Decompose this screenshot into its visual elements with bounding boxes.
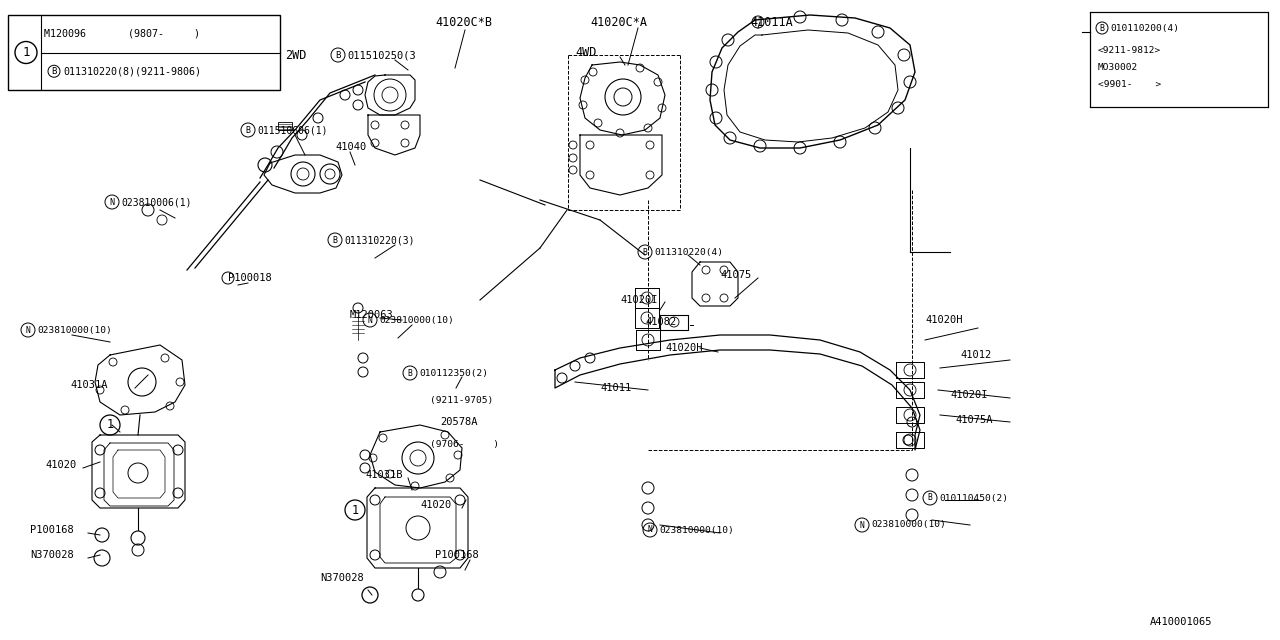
Text: 41020: 41020 xyxy=(45,460,77,470)
Text: N: N xyxy=(26,326,31,335)
Text: B: B xyxy=(333,236,338,244)
Text: <9901-    >: <9901- > xyxy=(1098,79,1161,88)
Text: 4WD: 4WD xyxy=(575,45,596,58)
Text: M120096       (9807-     ): M120096 (9807- ) xyxy=(44,29,200,39)
Text: 010112350(2): 010112350(2) xyxy=(419,369,488,378)
Text: 41020C*A: 41020C*A xyxy=(590,15,646,29)
Text: 023810006(1): 023810006(1) xyxy=(122,197,192,207)
Bar xyxy=(1091,12,1268,107)
Text: 41031A: 41031A xyxy=(70,380,108,390)
Text: 41020I: 41020I xyxy=(620,295,658,305)
Text: 011310220(8)(9211-9806): 011310220(8)(9211-9806) xyxy=(63,67,201,76)
Text: P100168: P100168 xyxy=(435,550,479,560)
Text: N: N xyxy=(110,198,114,207)
Text: N370028: N370028 xyxy=(29,550,74,560)
Text: MO30002: MO30002 xyxy=(1098,63,1138,72)
Text: 1: 1 xyxy=(106,419,114,431)
Text: N: N xyxy=(648,525,653,534)
Text: N370028: N370028 xyxy=(320,573,364,583)
Text: <9211-9812>: <9211-9812> xyxy=(1098,45,1161,54)
Text: 010110450(2): 010110450(2) xyxy=(940,493,1009,502)
Text: A410001065: A410001065 xyxy=(1149,617,1212,627)
Text: B: B xyxy=(928,493,932,502)
Text: 011510250(3: 011510250(3 xyxy=(347,50,416,60)
Text: 011310220(3): 011310220(3) xyxy=(344,235,415,245)
Text: 41040: 41040 xyxy=(335,142,366,152)
Text: B: B xyxy=(643,248,648,257)
Text: B: B xyxy=(51,67,56,76)
Text: 41020H: 41020H xyxy=(666,343,703,353)
Text: M120063: M120063 xyxy=(349,310,394,320)
Text: 023810000(10): 023810000(10) xyxy=(659,525,733,534)
Text: P100168: P100168 xyxy=(29,525,74,535)
Text: 41082: 41082 xyxy=(645,317,676,327)
Text: 41011: 41011 xyxy=(600,383,631,393)
Text: B: B xyxy=(246,125,251,134)
Text: 41075: 41075 xyxy=(721,270,751,280)
Text: P100018: P100018 xyxy=(228,273,271,283)
Text: (9706-     ): (9706- ) xyxy=(430,440,499,449)
Text: 41011A: 41011A xyxy=(750,15,792,29)
Text: 41020I: 41020I xyxy=(950,390,987,400)
Text: 41012: 41012 xyxy=(960,350,991,360)
Bar xyxy=(8,15,280,90)
Text: 41020C*B: 41020C*B xyxy=(435,15,492,29)
Text: 41031B: 41031B xyxy=(365,470,402,480)
Text: 1: 1 xyxy=(352,504,358,516)
Text: 41020: 41020 xyxy=(420,500,452,510)
Text: 023810000(10): 023810000(10) xyxy=(37,326,111,335)
Text: 2WD: 2WD xyxy=(285,49,306,61)
Text: N: N xyxy=(367,316,372,324)
Text: B: B xyxy=(335,51,340,60)
Text: 011510606(1): 011510606(1) xyxy=(257,125,328,135)
Text: (9211-9705): (9211-9705) xyxy=(430,396,493,404)
Text: N: N xyxy=(860,520,864,529)
Text: 41075A: 41075A xyxy=(955,415,992,425)
Text: 20578A: 20578A xyxy=(440,417,477,427)
Text: B: B xyxy=(407,369,412,378)
Text: 023810000(10): 023810000(10) xyxy=(870,520,946,529)
Text: 010110200(4): 010110200(4) xyxy=(1110,24,1179,33)
Text: 1: 1 xyxy=(22,46,29,59)
Text: B: B xyxy=(1100,24,1105,33)
Text: 023810000(10): 023810000(10) xyxy=(379,316,453,324)
Text: 41020H: 41020H xyxy=(925,315,963,325)
Text: 011310220(4): 011310220(4) xyxy=(654,248,723,257)
